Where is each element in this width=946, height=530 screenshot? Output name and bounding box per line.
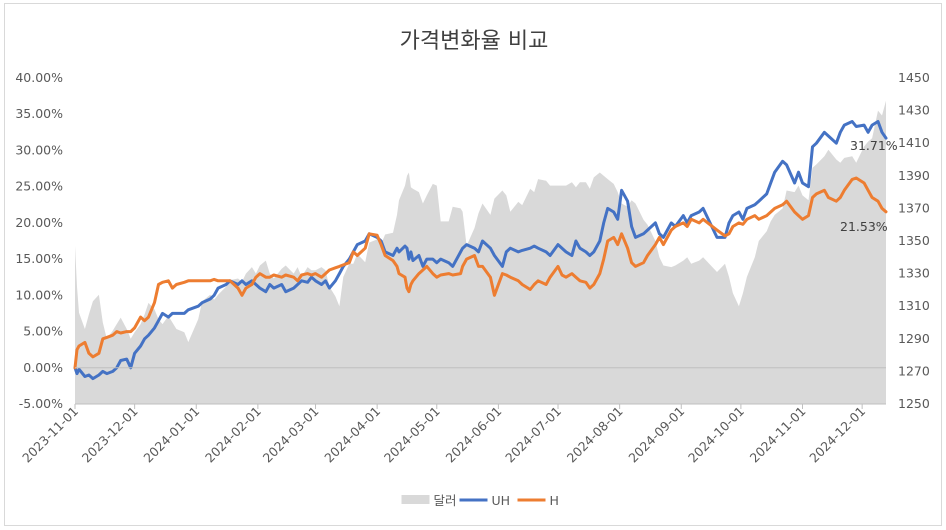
chart-frame: 가격변화율 비교 -5.00% 0.00% 5.00% 10.00% 15.00% 20.… [4,3,942,526]
label-layer: 31.71% 21.53% [840,138,898,234]
y-left-tick-label: 40.00% [15,70,63,85]
series-line-uh [73,120,888,381]
y-right-tick-label: 1310 [898,298,930,313]
x-tick-label: 2024-02-01 [202,404,264,466]
y-right-tick-label: 1370 [898,200,930,215]
legend-label: H [550,493,559,508]
x-tick-label: 2024-07-01 [502,404,564,466]
data-label-h: 21.53% [840,219,888,234]
x-tick-label: 2024-03-01 [260,404,322,466]
chart-canvas: 가격변화율 비교 -5.00% 0.00% 5.00% 10.00% 15.00% 20.… [15,29,930,508]
y-left-tick-label: 35.00% [15,106,63,121]
x-tick-label: 2024-05-01 [381,404,443,466]
x-tick-label: 2024-12-01 [806,404,868,466]
x-tick-label: 2024-01-01 [140,404,202,466]
y-left-tick-label: 30.00% [15,142,63,157]
legend-label: 달러 [434,493,457,508]
dollar-area-layer [75,100,886,405]
y-left-tick-label: 20.00% [15,215,63,230]
y-right-tick-label: 1330 [898,266,930,281]
y-left-tick-label: 25.00% [15,179,63,194]
x-tick-label: 2024-04-01 [321,404,383,466]
y-right-tick-label: 1350 [898,233,930,248]
y-left-tick-label: 15.00% [15,251,63,266]
x-tick-label: 2024-10-01 [685,404,747,466]
y-right-tick-label: 1410 [898,135,930,150]
data-label-uh: 31.71% [850,138,898,153]
y-right-tick-label: 1450 [898,70,930,85]
y-right-tick-label: 1250 [898,396,930,411]
y-left-tick-label: -5.00% [19,396,63,411]
y-left-tick-label: 10.00% [15,287,63,302]
legend: 달러 UH H [401,493,559,508]
y-right-tick-label: 1270 [898,363,930,378]
legend-swatch-dollar [401,495,430,504]
y-left-tick-label: 5.00% [23,324,63,339]
y-right-tick-label: 1290 [898,331,930,346]
x-tick-label: 2023-12-01 [79,404,141,466]
y-right-tick-label: 1390 [898,168,930,183]
x-tick-label: 2024-09-01 [625,404,687,466]
chart-title: 가격변화율 비교 [400,29,549,54]
y-left-tick-label: 0.00% [23,360,63,375]
x-tick-label: 2023-11-01 [19,404,81,466]
legend-label: UH [492,493,511,508]
series-area-dollar [75,100,886,405]
line-layer [73,120,888,381]
y-right-tick-label: 1430 [898,103,930,118]
x-tick-label: 2024-08-01 [564,404,626,466]
series-line-h [73,176,888,370]
x-tick-label: 2024-11-01 [747,404,809,466]
x-tick-label: 2024-06-01 [443,404,505,466]
